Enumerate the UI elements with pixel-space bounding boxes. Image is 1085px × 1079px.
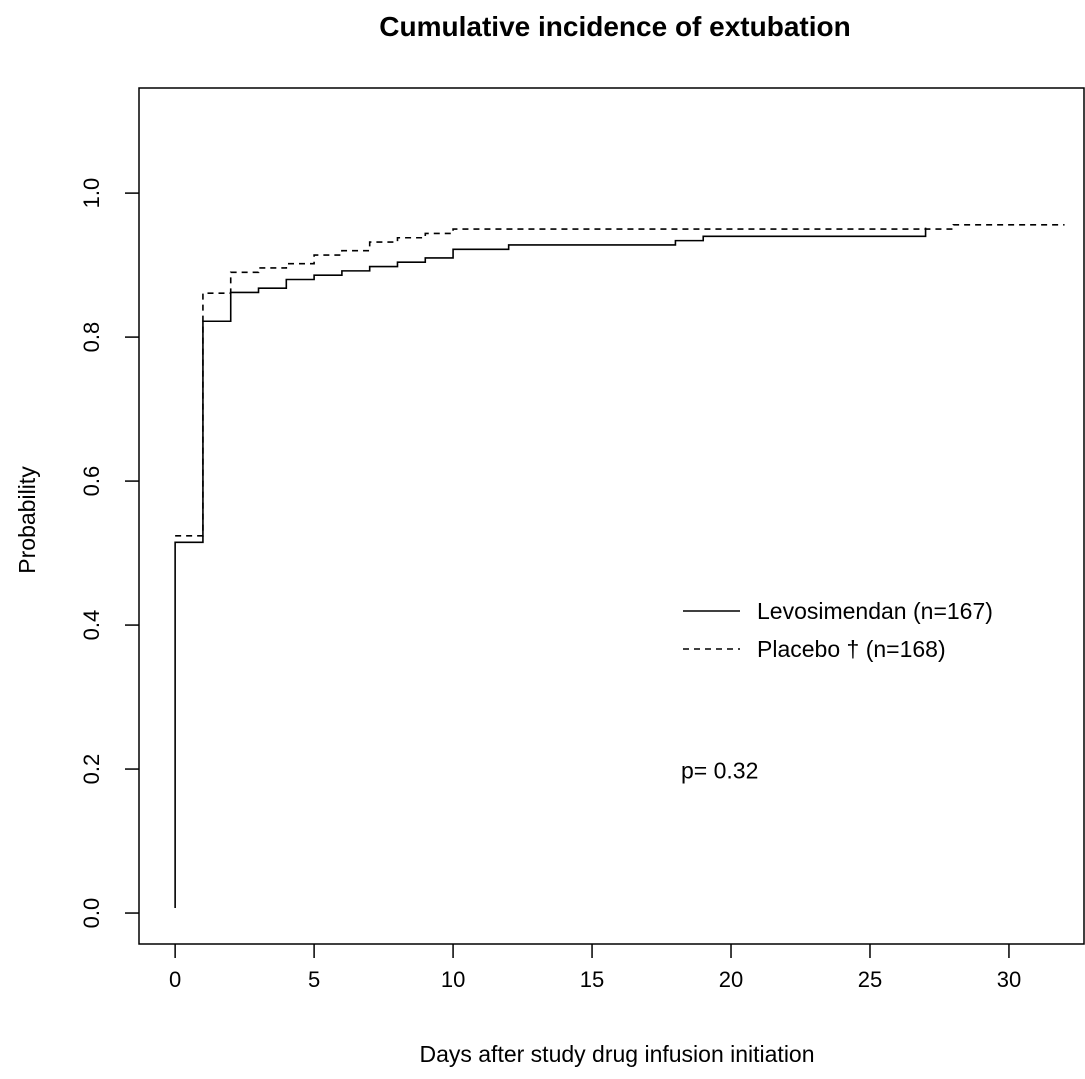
x-tick-label: 15	[580, 967, 604, 992]
y-tick-label: 0.0	[79, 898, 104, 929]
x-tick-label: 10	[441, 967, 465, 992]
legend: Levosimendan (n=167) Placebo † (n=168)	[683, 598, 993, 662]
plot-area	[138, 87, 1085, 945]
x-tick-label: 20	[719, 967, 743, 992]
x-tick-label: 25	[858, 967, 882, 992]
x-axis: 0 5 10 15 20 25 30	[169, 944, 1021, 992]
y-axis: 0.0 0.2 0.4 0.6 0.8 1.0	[79, 178, 139, 929]
y-tick-label: 0.2	[79, 754, 104, 785]
chart-title: Cumulative incidence of extubation	[379, 11, 850, 42]
y-tick-label: 1.0	[79, 178, 104, 209]
y-tick-label: 0.6	[79, 466, 104, 497]
series-line-0	[174, 227, 927, 909]
annotation-layer: p= 0.32	[681, 757, 758, 783]
plot-frame	[138, 87, 1085, 945]
x-axis-label: Days after study drug infusion initiatio…	[419, 1041, 814, 1067]
series-layer	[174, 223, 1065, 909]
y-axis-label: Probability	[14, 466, 40, 574]
y-tick-label: 0.4	[79, 610, 104, 641]
series-line-1	[175, 223, 1065, 537]
x-tick-label: 0	[169, 967, 181, 992]
x-tick-label: 30	[997, 967, 1021, 992]
x-tick-label: 5	[308, 967, 320, 992]
y-tick-label: 0.8	[79, 322, 104, 353]
legend-label-1: Placebo † (n=168)	[757, 636, 946, 662]
legend-label-0: Levosimendan (n=167)	[757, 598, 993, 624]
p-value-annotation: p= 0.32	[681, 757, 758, 783]
